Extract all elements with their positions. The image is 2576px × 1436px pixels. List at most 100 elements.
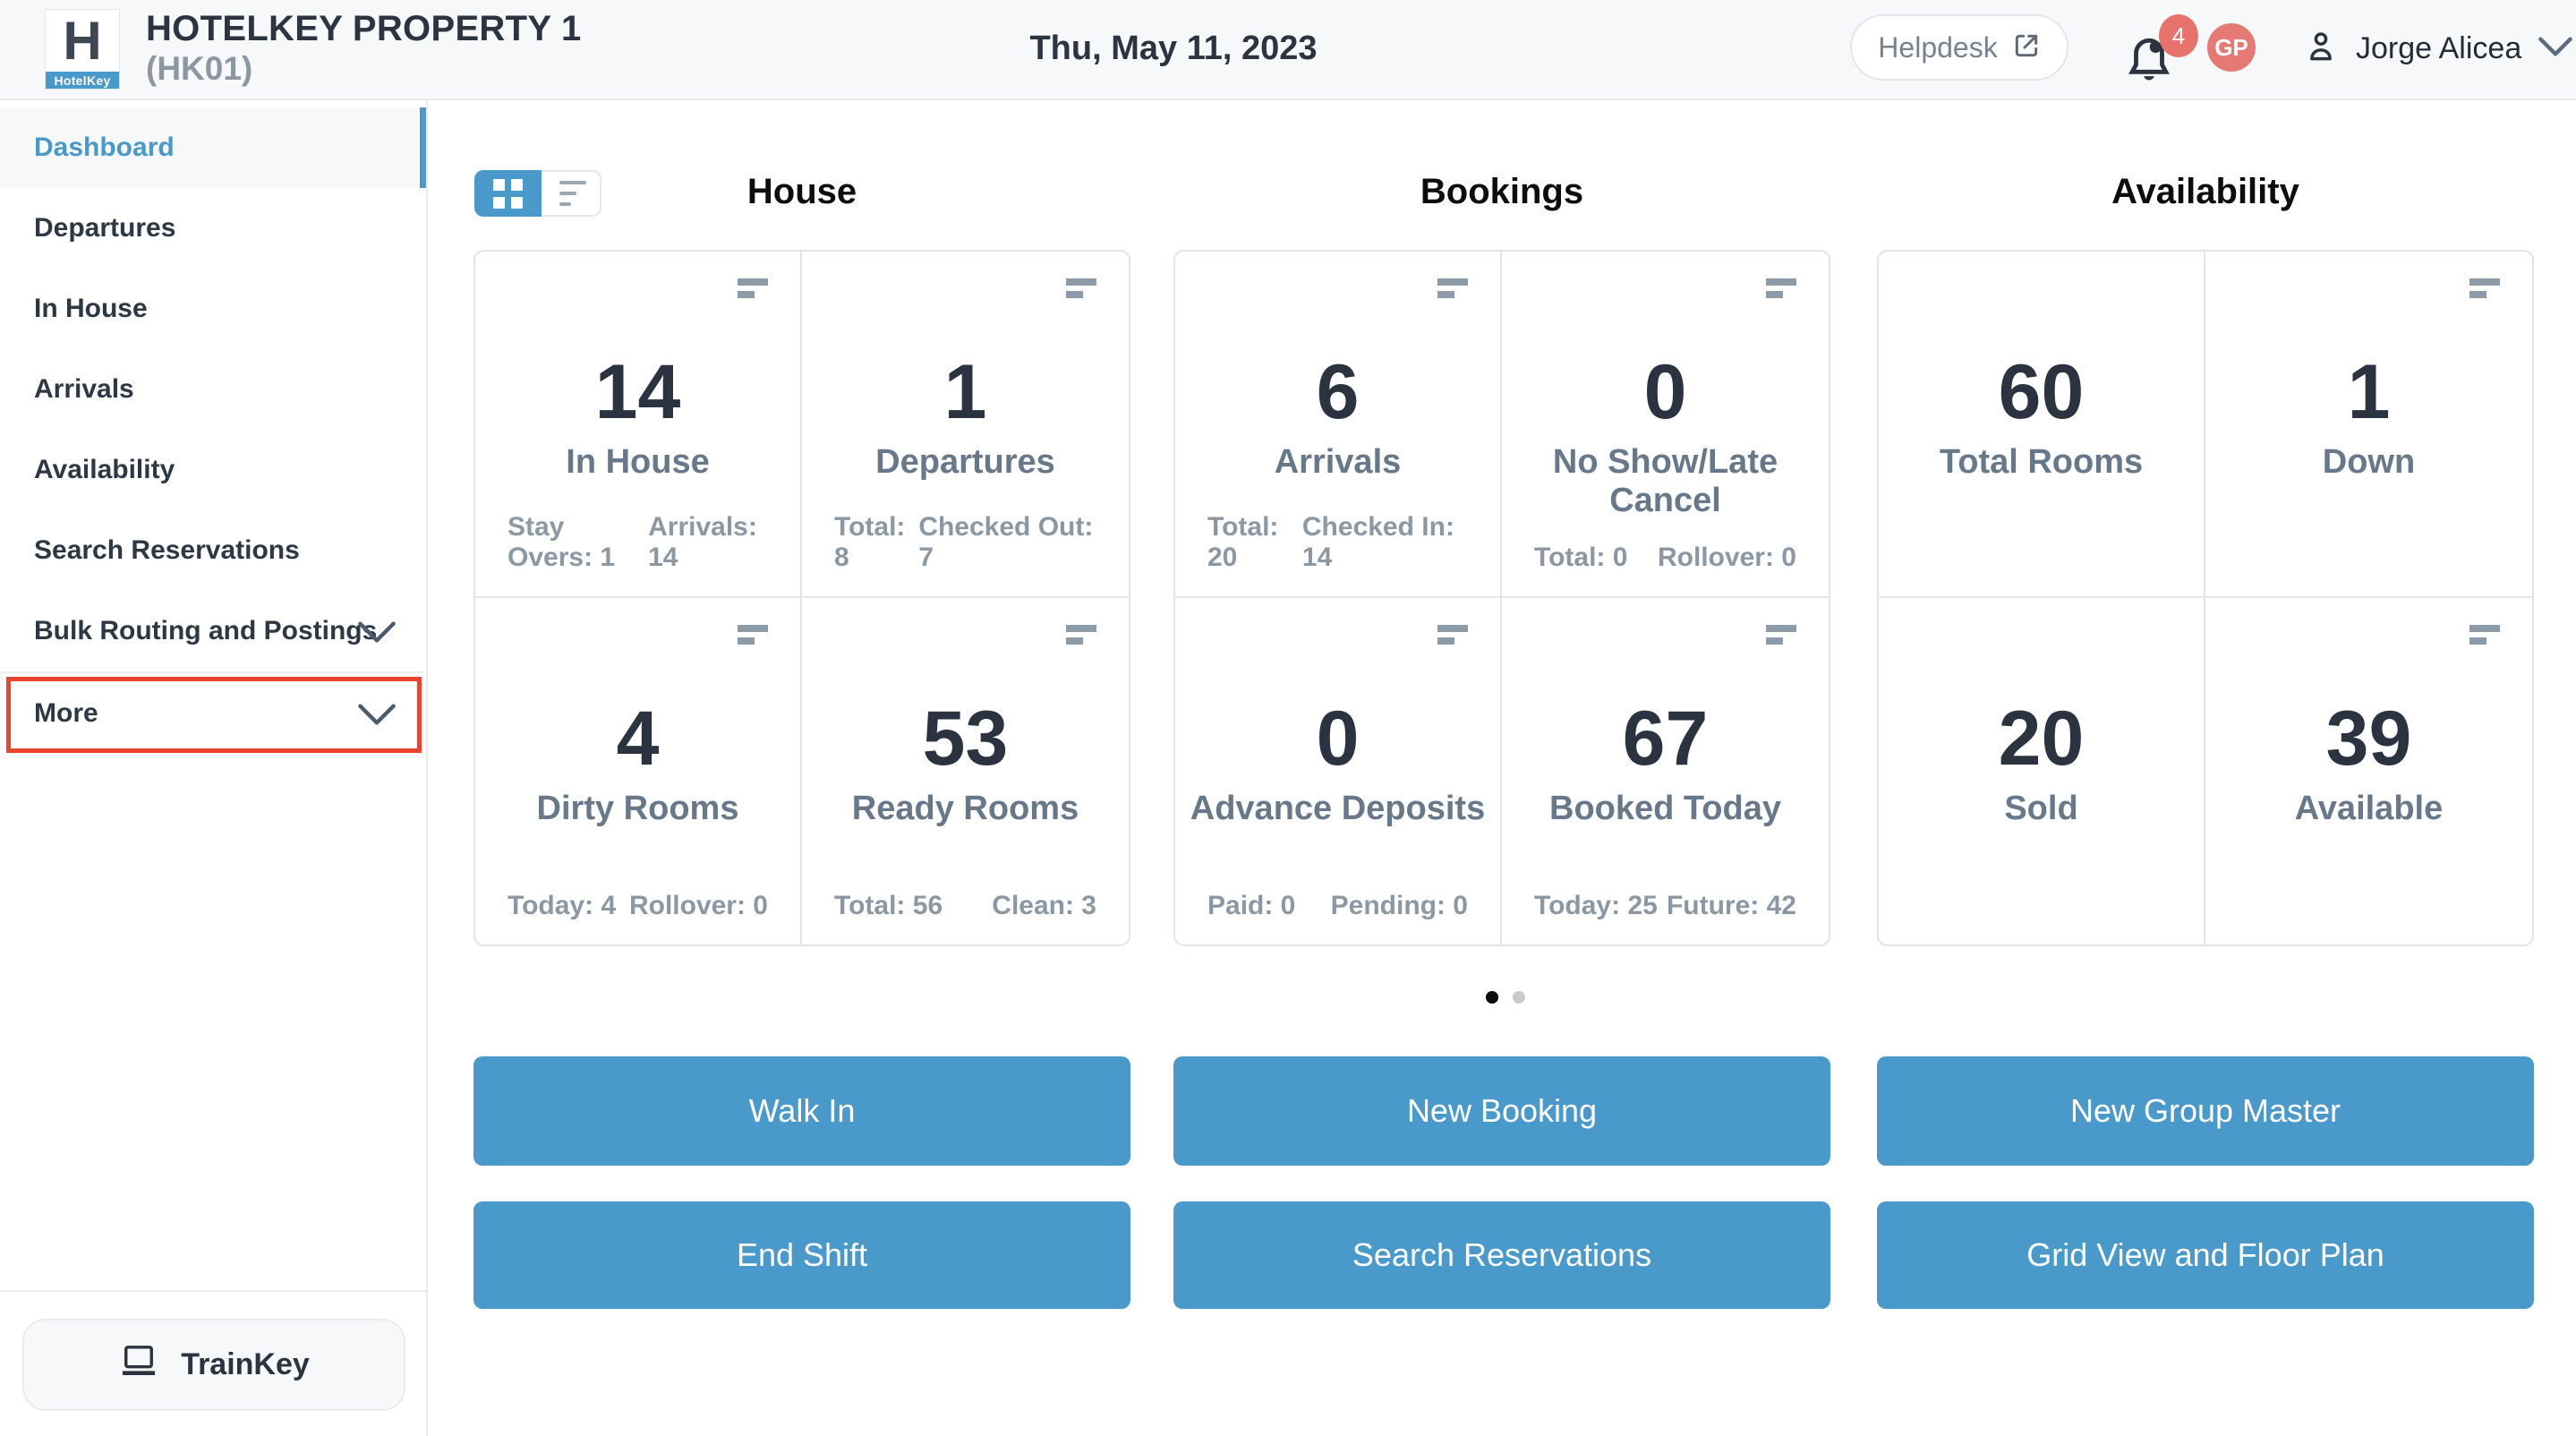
card-stat-left: Today: 4 (508, 891, 617, 920)
card-value: 1 (943, 349, 987, 435)
card-stat-left: Total: 0 (1534, 543, 1628, 572)
user-menu[interactable]: Jorge Alicea (2302, 0, 2573, 97)
card-menu-icon[interactable] (1066, 278, 1096, 298)
card-menu-icon[interactable] (2469, 278, 2500, 298)
card-menu-icon[interactable] (738, 625, 768, 645)
card-menu-icon[interactable] (2469, 625, 2500, 645)
section-title-house: House (746, 172, 857, 211)
sidebar-item-in-house[interactable]: In House (0, 269, 424, 349)
card-stat-right: Rollover: 0 (1657, 543, 1796, 572)
card-menu-icon[interactable] (1437, 278, 1468, 298)
chevron-down-icon (358, 621, 396, 643)
property-code: (HK01) (146, 50, 253, 87)
sidebar-item-more[interactable]: More (0, 673, 424, 754)
card-value: 0 (1316, 696, 1360, 782)
sidebar-divider (0, 1290, 426, 1292)
card-menu-icon[interactable] (738, 278, 768, 298)
card-value: 39 (2325, 696, 2412, 782)
stat-card-advance-deposits[interactable]: 0 Advance Deposits Paid: 0 Pending: 0 (1175, 598, 1502, 945)
card-stat-right: Checked In: 14 (1301, 512, 1454, 572)
sidebar-item-departures[interactable]: Departures (0, 188, 424, 269)
card-value: 14 (594, 349, 681, 435)
end-shift-button[interactable]: End Shift (473, 1201, 1130, 1309)
trainkey-label: TrainKey (181, 1347, 310, 1381)
sidebar-nav: Dashboard Departures In House Arrivals A… (0, 107, 426, 754)
helpdesk-button[interactable]: Helpdesk (1850, 14, 2068, 81)
stat-card-departures[interactable]: 1 Departures Total: 8 Checked Out: 7 (802, 252, 1129, 598)
card-label: Arrivals (1274, 443, 1402, 481)
user-name: Jorge Alicea (2356, 30, 2522, 65)
card-value: 20 (1998, 696, 2085, 782)
stat-card-dirty-rooms[interactable]: 4 Dirty Rooms Today: 4 Rollover: 0 (475, 598, 802, 945)
avatar[interactable]: GP (2207, 23, 2256, 72)
sidebar-item-dashboard[interactable]: Dashboard (0, 107, 426, 188)
sidebar-item-label: Availability (34, 455, 175, 484)
notification-badge: 4 (2159, 14, 2198, 57)
chevron-down-icon (2538, 36, 2573, 62)
stat-card-arrivals[interactable]: 6 Arrivals Total: 20 Checked In: 14 (1175, 252, 1502, 598)
carousel-dot-active[interactable] (1486, 991, 1498, 1004)
card-stat-left: Total: 20 (1207, 512, 1279, 572)
carousel-dot[interactable] (1513, 991, 1525, 1004)
card-label: Ready Rooms (851, 790, 1079, 827)
stat-card-sold[interactable]: 20 Sold (1879, 598, 2205, 945)
stat-card-in-house[interactable]: 14 In House Stay Overs: 1 Arrivals: 14 (475, 252, 802, 598)
external-link-icon (2012, 31, 2041, 64)
card-stat-left: Paid: 0 (1207, 891, 1296, 920)
sidebar-item-label: In House (34, 294, 148, 323)
stat-card-booked-today[interactable]: 67 Booked Today Today: 25 Future: 42 (1502, 598, 1829, 945)
sidebar-item-arrivals[interactable]: Arrivals (0, 349, 424, 430)
card-label: Sold (2004, 790, 2078, 827)
trainkey-button[interactable]: TrainKey (22, 1319, 405, 1411)
sidebar-item-label: Dashboard (34, 132, 175, 162)
section-title-availability: Availability (2111, 172, 2299, 211)
stat-card-no-show[interactable]: 0 No Show/Late Cancel Total: 0 Rollover:… (1502, 252, 1829, 598)
business-date: Thu, May 11, 2023 (1029, 30, 1318, 67)
card-label: Down (2322, 443, 2416, 481)
helpdesk-label: Helpdesk (1878, 30, 1998, 64)
card-menu-icon[interactable] (1066, 625, 1096, 645)
card-label: Departures (875, 443, 1055, 481)
chevron-down-icon (358, 704, 396, 725)
card-menu-icon[interactable] (1766, 625, 1796, 645)
grid-view-floor-plan-button[interactable]: Grid View and Floor Plan (1877, 1201, 2534, 1309)
card-value: 0 (1643, 349, 1687, 435)
bell-icon (2128, 38, 2170, 81)
grid-icon (493, 178, 523, 209)
search-reservations-button[interactable]: Search Reservations (1173, 1201, 1830, 1309)
hotelkey-logo: H HotelKey (45, 9, 120, 90)
stat-card-ready-rooms[interactable]: 53 Ready Rooms Total: 56 Clean: 3 (802, 598, 1129, 945)
sidebar-item-search-reservations[interactable]: Search Reservations (0, 510, 424, 591)
card-value: 1 (2347, 349, 2391, 435)
property-name: HOTELKEY PROPERTY 1 (146, 9, 582, 48)
card-value: 6 (1316, 349, 1360, 435)
sidebar-divider (0, 671, 424, 673)
card-stat-right: Arrivals: 14 (648, 512, 757, 572)
stat-card-available[interactable]: 39 Available (2205, 598, 2532, 945)
card-value: 67 (1622, 696, 1709, 782)
sidebar-item-label: More (34, 698, 98, 728)
grid-view-button[interactable] (474, 170, 542, 217)
availability-panel: 60 Total Rooms 1 Down 20 Sold 39 Availab… (1877, 250, 2534, 946)
card-label: In House (566, 443, 710, 481)
card-stat-left: Stay Overs: 1 (508, 512, 616, 572)
dashboard-content: House Bookings Availability 14 In House … (430, 100, 2576, 1436)
stat-card-down[interactable]: 1 Down (2205, 252, 2532, 598)
bookings-panel: 6 Arrivals Total: 20 Checked In: 14 0 No… (1173, 250, 1830, 946)
card-stat-right: Clean: 3 (992, 891, 1096, 920)
sidebar-item-label: Search Reservations (34, 535, 300, 565)
card-menu-icon[interactable] (1437, 625, 1468, 645)
sidebar-item-availability[interactable]: Availability (0, 430, 424, 510)
new-group-master-button[interactable]: New Group Master (1877, 1056, 2534, 1166)
new-booking-button[interactable]: New Booking (1173, 1056, 1830, 1166)
card-stat-right: Rollover: 0 (628, 891, 768, 920)
card-stat-right: Checked Out: 7 (918, 512, 1094, 572)
walk-in-button[interactable]: Walk In (473, 1056, 1130, 1166)
list-view-button[interactable] (542, 172, 600, 215)
card-menu-icon[interactable] (1766, 278, 1796, 298)
sidebar-item-bulk-routing[interactable]: Bulk Routing and Postings (0, 591, 424, 671)
card-label: Available (2294, 790, 2444, 827)
stat-card-total-rooms[interactable]: 60 Total Rooms (1879, 252, 2205, 598)
notifications-button[interactable]: 4 (2123, 14, 2209, 86)
card-value: 4 (616, 696, 660, 782)
